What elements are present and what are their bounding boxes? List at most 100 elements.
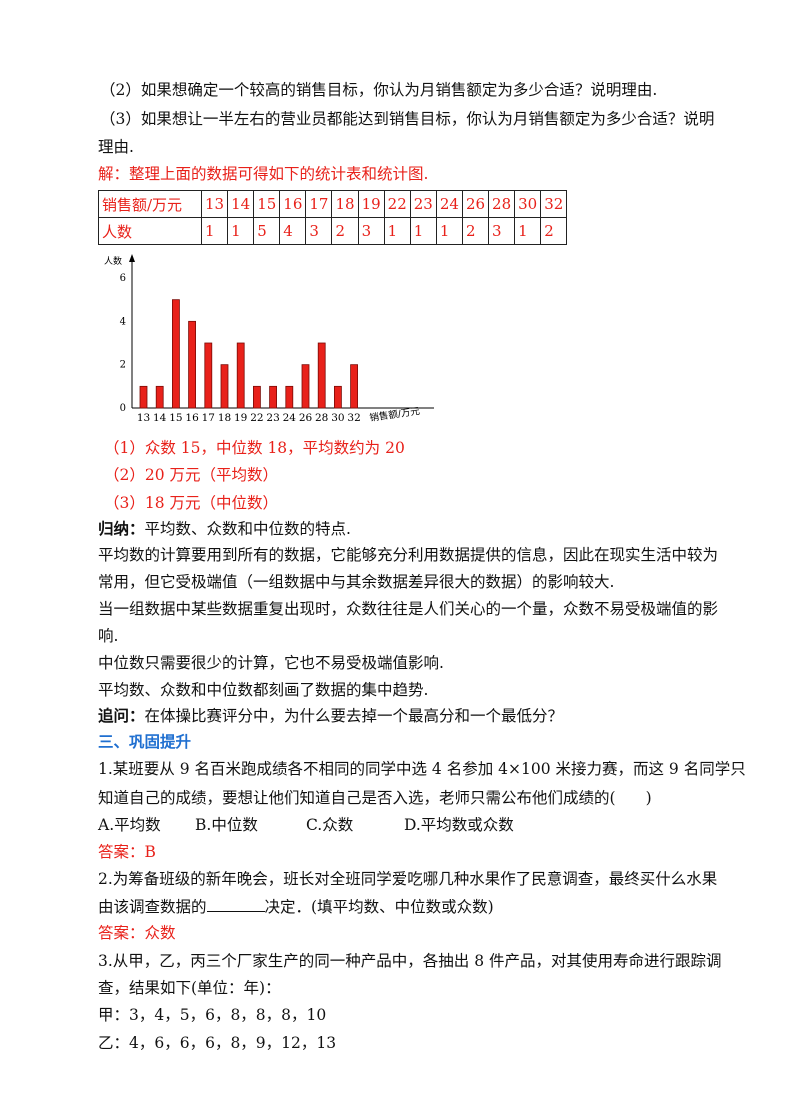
sales-table: 销售额/万元 13 14 15 16 17 18 19 22 23 24 26 … [98, 190, 568, 245]
bar [188, 320, 196, 409]
solution-intro: 解：整理上面的数据可得如下的统计表和统计图. [98, 165, 429, 183]
x-tick-label: 23 [266, 412, 279, 424]
y-tick-label: 6 [120, 273, 126, 284]
bar [172, 299, 180, 409]
paragraph-median: 中位数只需要很少的计算，它也不易受极端值影响. [98, 654, 444, 672]
table-cell: 3 [357, 217, 385, 245]
paragraph-mean-1: 平均数的计算要用到所有的数据，它能够充分利用数据提供的信息，因此在现实生活中较为 [98, 546, 719, 564]
summary-text: 平均数、众数和中位数的特点. [144, 520, 351, 538]
exercise-1-text: 知道自己的成绩，要想让他们知道自己是否入选，老师只需公布他们成绩的( [98, 789, 616, 807]
x-tick-label: 26 [299, 412, 313, 424]
x-tick-label: 17 [202, 412, 215, 424]
y-axis-arrow [129, 254, 135, 262]
table-header-cell: 人数 [98, 217, 202, 245]
exercise-2-line1: 2.为筹备班级的新年晚会，班长对全班同学爱吃哪几种水果作了民意调查，最终买什么水… [98, 870, 718, 888]
table-cell: 5 [253, 217, 281, 245]
table-cell: 1 [435, 217, 463, 245]
question-3-line1: （3）如果想让一半左右的营业员都能达到销售目标，你认为月销售额定为多少合适？说明 [100, 110, 715, 128]
x-tick-label: 32 [347, 412, 360, 424]
table-row: 人数 1 1 5 4 3 2 3 1 1 1 2 3 1 2 [98, 217, 568, 245]
paragraph-trend: 平均数、众数和中位数都刻画了数据的集中趋势. [98, 681, 429, 699]
bar [333, 385, 342, 409]
x-tick-label: 18 [218, 412, 231, 424]
x-tick-label: 13 [137, 412, 150, 424]
option-c: C.众数 [306, 816, 354, 834]
exercise-2-text-end: 决定．(填平均数、中位数或众数) [264, 898, 494, 916]
bar [317, 342, 326, 409]
exercise-2-line2: 由该调查数据的 决定．(填平均数、中位数或众数) [98, 895, 494, 918]
table-cell: 13 [200, 190, 229, 218]
table-cell: 1 [200, 217, 229, 245]
exercise-3-line1: 3.从甲，乙，丙三个厂家生产的同一种产品中，各抽出 8 件产品，对其使用寿命进行… [98, 952, 722, 970]
table-cell: 24 [435, 190, 463, 218]
x-tick-label: 24 [283, 412, 297, 424]
paragraph-mode-1: 当一组数据中某些数据重复出现时，众数往往是人们关心的一个量，众数不易受极端值的影 [98, 600, 719, 618]
summary: 归纳：平均数、众数和中位数的特点. [98, 518, 351, 540]
table-cell: 19 [357, 190, 385, 218]
exercise-1-line2: 知道自己的成绩，要想让他们知道自己是否入选，老师只需公布他们成绩的() [98, 787, 652, 809]
follow-up-question: 追问：在体操比赛评分中，为什么要去掉一个最高分和一个最低分？ [98, 705, 563, 727]
bar [285, 385, 294, 409]
option-a: A.平均数 [98, 816, 161, 834]
x-tick-label: 15 [169, 412, 182, 424]
bar [301, 364, 310, 409]
table-cell: 1 [383, 217, 411, 245]
bar [269, 385, 278, 409]
table-cell: 23 [409, 190, 437, 218]
follow-up-text: 在体操比赛评分中，为什么要去掉一个最高分和一个最低分？ [144, 707, 564, 725]
table-cell: 4 [279, 217, 307, 245]
question-2: （2）如果想确定一个较高的销售目标，你认为月销售额定为多少合适？说明理由. [100, 81, 658, 99]
answer-3: （3）18 万元（中位数） [104, 494, 279, 512]
bar [204, 342, 213, 409]
table-cell: 2 [461, 217, 490, 245]
table-cell: 1 [409, 217, 437, 245]
table-cell: 2 [540, 217, 568, 245]
table-cell: 22 [383, 190, 411, 218]
x-tick-label: 14 [153, 412, 167, 424]
paragraph-mean-2: 常用，但它受极端值（一组数据中与其余数据差异很大的数据）的影响较大. [98, 573, 615, 591]
table-cell: 15 [253, 190, 281, 218]
y-axis-label: 人数 [104, 255, 122, 267]
y-tick-label: 4 [120, 316, 126, 327]
table-cell: 1 [514, 217, 542, 245]
exercise-2-answer: 答案：众数 [98, 924, 176, 942]
bar [350, 364, 359, 409]
table-cell: 16 [279, 190, 307, 218]
exercise-3-data-jia: 甲：3，4，5，6，8，8，8，10 [98, 1006, 327, 1024]
answer-2: （2）20 万元（平均数） [104, 466, 279, 484]
table-cell: 14 [227, 190, 255, 218]
x-tick-label: 22 [250, 412, 263, 424]
table-cell: 30 [514, 190, 542, 218]
option-d: D.平均数或众数 [404, 816, 514, 834]
y-tick-label: 0 [120, 403, 126, 414]
table-row: 销售额/万元 13 14 15 16 17 18 19 22 23 24 26 … [98, 190, 568, 218]
exercise-1-answer: 答案：B [98, 843, 156, 861]
table-cell: 32 [540, 190, 568, 218]
x-tick-label: 30 [331, 412, 344, 424]
summary-label: 归纳： [98, 519, 145, 538]
bar [236, 342, 245, 409]
exercise-2-text: 由该调查数据的 [98, 898, 207, 916]
section-heading: 三、巩固提升 [98, 732, 192, 751]
table-header-cell: 销售额/万元 [98, 190, 202, 218]
exercise-3-line2: 查，结果如下(单位：年)： [98, 979, 281, 997]
exercise-1-line1: 1.某班要从 9 名百米跑成绩各不相同的同学中选 4 名参加 4×100 米接力… [98, 760, 746, 778]
x-tick-label: 28 [315, 412, 328, 424]
table-cell: 1 [227, 217, 255, 245]
x-tick-label: 19 [234, 412, 247, 424]
table-cell: 3 [305, 217, 333, 245]
table-cell: 2 [331, 217, 359, 245]
table-cell: 18 [331, 190, 359, 218]
question-3-line2: 理由. [98, 138, 134, 156]
exercise-3-data-yi: 乙：4，6，6，6，8，9，12，13 [98, 1034, 337, 1052]
follow-up-label: 追问： [98, 706, 145, 725]
y-tick-label: 2 [120, 360, 126, 371]
option-b: B.中位数 [195, 816, 258, 834]
bar [220, 364, 229, 409]
answer-1: （1）众数 15，中位数 18，平均数约为 20 [104, 439, 405, 457]
table-cell: 3 [488, 217, 516, 245]
exercise-1-close: ) [645, 789, 652, 807]
bar [252, 385, 261, 409]
bar [155, 385, 164, 409]
